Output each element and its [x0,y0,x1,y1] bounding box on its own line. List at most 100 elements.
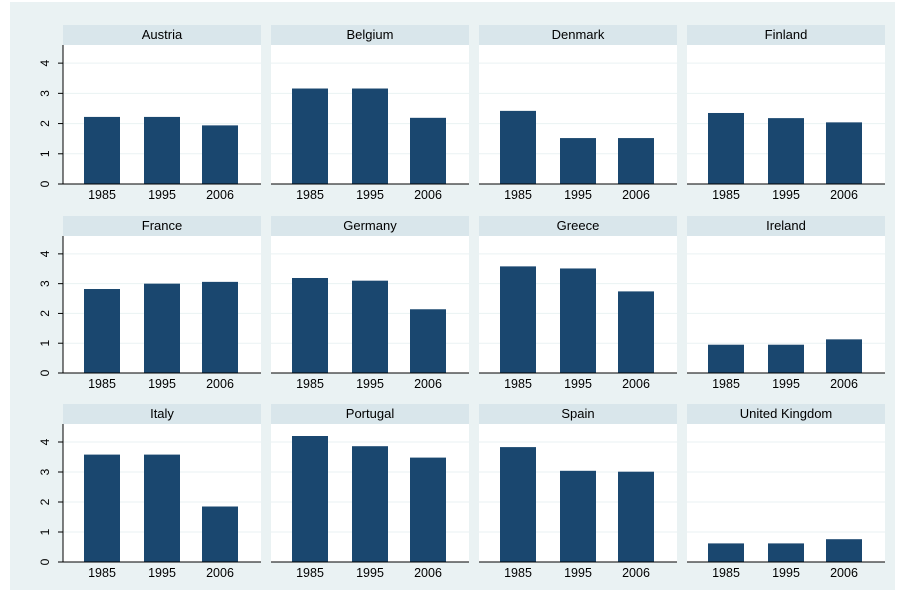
bar-1985 [84,454,120,562]
panel-header [479,25,677,45]
panel-italy: Italy 1985 1995 2006 0 1 2 3 4 [38,404,261,580]
y-tick-label: 2 [38,120,52,127]
x-tick-label: 1985 [88,566,116,580]
y-tick-label: 3 [38,468,52,475]
x-tick-label: 1995 [356,188,384,202]
panel-portugal: Portugal 1985 1995 2006 [271,404,469,580]
panel-header [271,25,469,45]
bar-1995 [560,470,596,562]
panel-belgium: Belgium 1985 1995 2006 [271,25,469,202]
x-tick-label: 2006 [206,377,234,391]
panel-title: Spain [561,406,594,421]
bar-2006 [826,339,862,373]
panel-title: Greece [557,218,600,233]
x-tick-label: 1995 [772,377,800,391]
bar-1985 [708,344,744,373]
bar-2006 [202,281,238,373]
x-tick-label: 1995 [772,566,800,580]
bar-1995 [560,268,596,373]
x-tick-label: 2006 [206,566,234,580]
y-tick-label: 1 [38,340,52,347]
bar-2006 [618,471,654,562]
y-tick-label: 3 [38,90,52,97]
panel-greece: Greece 1985 1995 2006 [479,216,677,391]
bar-1985 [500,266,536,373]
panel-header [479,404,677,424]
x-tick-label: 1995 [148,566,176,580]
x-tick-label: 1985 [504,188,532,202]
bar-1985 [84,116,120,184]
bar-1985 [292,436,328,562]
bar-2006 [618,138,654,184]
panel-header [479,216,677,236]
y-tick-label: 4 [38,438,52,445]
x-tick-label: 2006 [830,377,858,391]
bar-1985 [84,289,120,373]
bar-1995 [768,543,804,562]
panel-header [687,216,885,236]
x-tick-label: 1985 [504,377,532,391]
panel-header [63,25,261,45]
panel-title: Belgium [347,27,394,42]
x-tick-label: 1985 [88,377,116,391]
panel-united-kingdom: United Kingdom 1985 1995 2006 [687,404,885,580]
x-tick-label: 1995 [356,377,384,391]
panel-header [271,216,469,236]
y-tick-label: 0 [38,180,52,187]
bar-2006 [618,291,654,373]
bar-1985 [292,277,328,373]
panel-denmark: Denmark 1985 1995 2006 [479,25,677,202]
bar-1995 [144,283,180,373]
y-tick-label: 2 [38,498,52,505]
panel-finland: Finland 1985 1995 2006 [687,25,885,202]
x-tick-label: 1985 [504,566,532,580]
bar-1985 [500,447,536,562]
panel-title: Italy [150,406,174,421]
bar-1985 [500,110,536,184]
bar-1995 [768,344,804,373]
panel-title: Denmark [552,27,605,42]
bar-2006 [410,457,446,562]
x-tick-label: 1995 [772,188,800,202]
x-tick-label: 1985 [712,188,740,202]
x-tick-label: 1995 [564,566,592,580]
x-tick-label: 2006 [414,377,442,391]
y-tick-label: 0 [38,369,52,376]
bar-1985 [708,543,744,562]
x-tick-label: 1985 [296,188,324,202]
y-tick-label: 4 [38,59,52,66]
x-tick-label: 1985 [296,566,324,580]
x-tick-label: 1985 [296,377,324,391]
panel-ireland: Ireland 1985 1995 2006 [687,216,885,391]
panel-austria: Austria 1985 1995 2006 0 1 2 3 4 [38,25,261,202]
panel-germany: Germany 1985 1995 2006 [271,216,469,391]
x-tick-label: 1985 [88,188,116,202]
y-tick-label: 1 [38,150,52,157]
x-tick-label: 1985 [712,377,740,391]
x-tick-label: 1995 [148,188,176,202]
panel-title: France [142,218,182,233]
bar-2006 [202,506,238,562]
y-tick-label: 4 [38,250,52,257]
x-tick-label: 2006 [622,188,650,202]
plot-area [687,424,885,562]
bar-1995 [560,138,596,184]
x-tick-label: 2006 [206,188,234,202]
y-tick-label: 3 [38,280,52,287]
x-tick-label: 1995 [148,377,176,391]
bar-2006 [826,539,862,562]
x-tick-label: 2006 [830,566,858,580]
y-tick-label: 2 [38,310,52,317]
y-tick-label: 0 [38,558,52,565]
bar-2006 [410,117,446,184]
panel-title: Germany [343,218,397,233]
x-tick-label: 2006 [830,188,858,202]
panel-header [63,404,261,424]
panel-france: France 1985 1995 2006 0 1 2 3 4 [38,216,261,391]
bar-2006 [410,309,446,373]
x-tick-label: 2006 [622,566,650,580]
x-tick-label: 1995 [356,566,384,580]
bar-1995 [144,116,180,184]
